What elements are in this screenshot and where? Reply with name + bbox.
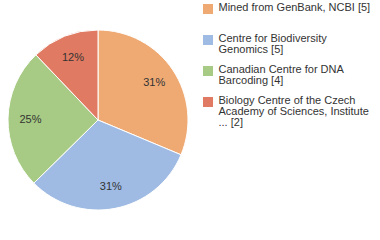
svg-text:Biology Centre of the CzechAca: Biology Centre of the CzechAcademy of Sc… — [219, 94, 369, 128]
svg-text:Mined from GenBank, NCBI [5]: Mined from GenBank, NCBI [5] — [219, 1, 371, 13]
svg-text:25%: 25% — [19, 113, 41, 125]
svg-text:Centre for BiodiversityGenomic: Centre for BiodiversityGenomics [5] — [219, 32, 328, 55]
svg-text:31%: 31% — [143, 76, 165, 88]
svg-text:31%: 31% — [100, 180, 122, 192]
svg-text:12%: 12% — [62, 51, 84, 63]
svg-text:Canadian Centre for DNABarcodi: Canadian Centre for DNABarcoding [4] — [219, 63, 345, 86]
